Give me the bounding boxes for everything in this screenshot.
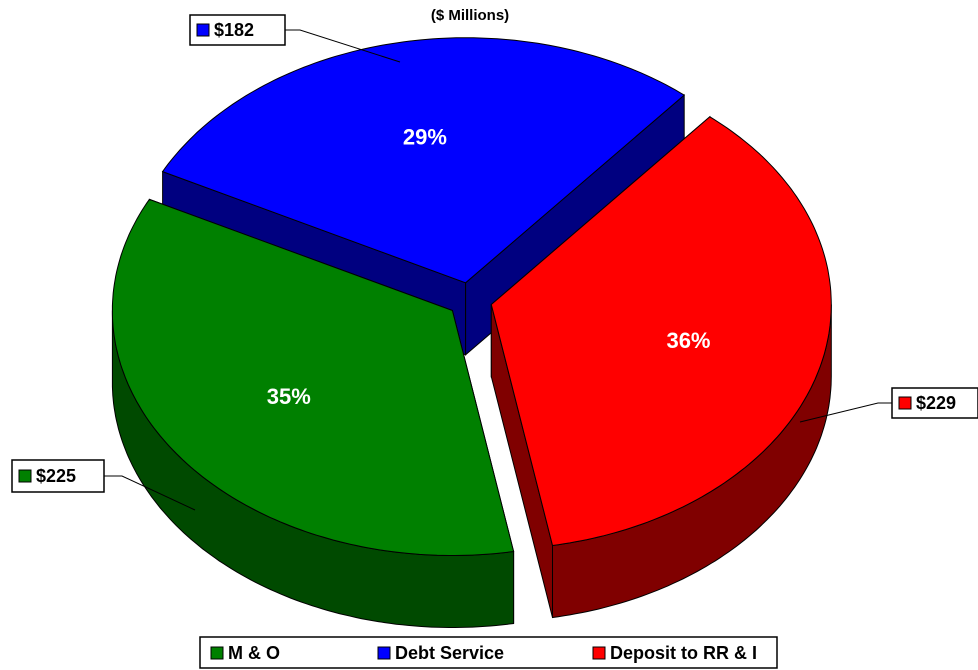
callout-swatch <box>898 396 912 410</box>
legend-label: Deposit to RR & I <box>610 643 757 663</box>
leader-line <box>799 402 892 423</box>
slice <box>111 198 515 556</box>
slice <box>490 116 832 547</box>
legend-swatch <box>210 646 224 660</box>
callout-swatch <box>196 23 210 37</box>
legend-label: Debt Service <box>395 643 504 663</box>
legend-swatch <box>592 646 606 660</box>
legend-swatch <box>377 646 391 660</box>
value-label: $225 <box>36 466 76 486</box>
leader-line <box>285 29 401 63</box>
value-label: $229 <box>916 393 956 413</box>
value-label: $182 <box>214 20 254 40</box>
percent-label: 35% <box>267 384 311 409</box>
leader-line <box>104 475 196 511</box>
percent-label: 36% <box>666 328 710 353</box>
percent-label: 29% <box>403 125 447 150</box>
callout-swatch <box>18 469 32 483</box>
slice <box>161 37 686 284</box>
legend-label: M & O <box>228 643 280 663</box>
chart-subtitle: ($ Millions) <box>431 7 509 24</box>
legend-box <box>199 636 778 669</box>
